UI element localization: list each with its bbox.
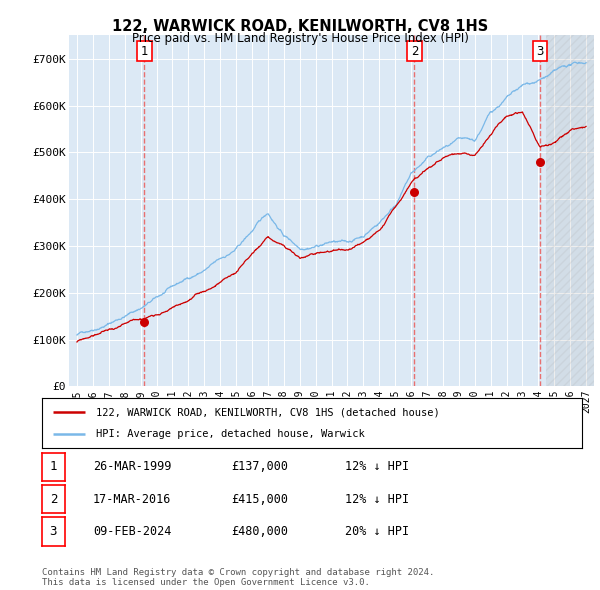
Text: 17-MAR-2016: 17-MAR-2016 — [93, 493, 172, 506]
Text: 20% ↓ HPI: 20% ↓ HPI — [345, 525, 409, 538]
Text: £480,000: £480,000 — [231, 525, 288, 538]
Text: £137,000: £137,000 — [231, 460, 288, 473]
Text: 2: 2 — [50, 493, 57, 506]
Text: Contains HM Land Registry data © Crown copyright and database right 2024.
This d: Contains HM Land Registry data © Crown c… — [42, 568, 434, 587]
Text: 122, WARWICK ROAD, KENILWORTH, CV8 1HS (detached house): 122, WARWICK ROAD, KENILWORTH, CV8 1HS (… — [96, 407, 440, 417]
Bar — [546, 35, 594, 386]
Text: 3: 3 — [50, 525, 57, 538]
Text: 12% ↓ HPI: 12% ↓ HPI — [345, 460, 409, 473]
Text: 122, WARWICK ROAD, KENILWORTH, CV8 1HS: 122, WARWICK ROAD, KENILWORTH, CV8 1HS — [112, 19, 488, 34]
Text: 2: 2 — [410, 45, 418, 58]
Point — [410, 188, 419, 197]
Text: £415,000: £415,000 — [231, 493, 288, 506]
Point — [535, 157, 545, 166]
Text: 1: 1 — [50, 460, 57, 473]
Text: 3: 3 — [536, 45, 544, 58]
Text: 12% ↓ HPI: 12% ↓ HPI — [345, 493, 409, 506]
Text: 09-FEB-2024: 09-FEB-2024 — [93, 525, 172, 538]
Text: HPI: Average price, detached house, Warwick: HPI: Average price, detached house, Warw… — [96, 430, 365, 440]
Text: 26-MAR-1999: 26-MAR-1999 — [93, 460, 172, 473]
Text: 1: 1 — [140, 45, 148, 58]
Point — [139, 317, 149, 327]
Text: Price paid vs. HM Land Registry's House Price Index (HPI): Price paid vs. HM Land Registry's House … — [131, 32, 469, 45]
